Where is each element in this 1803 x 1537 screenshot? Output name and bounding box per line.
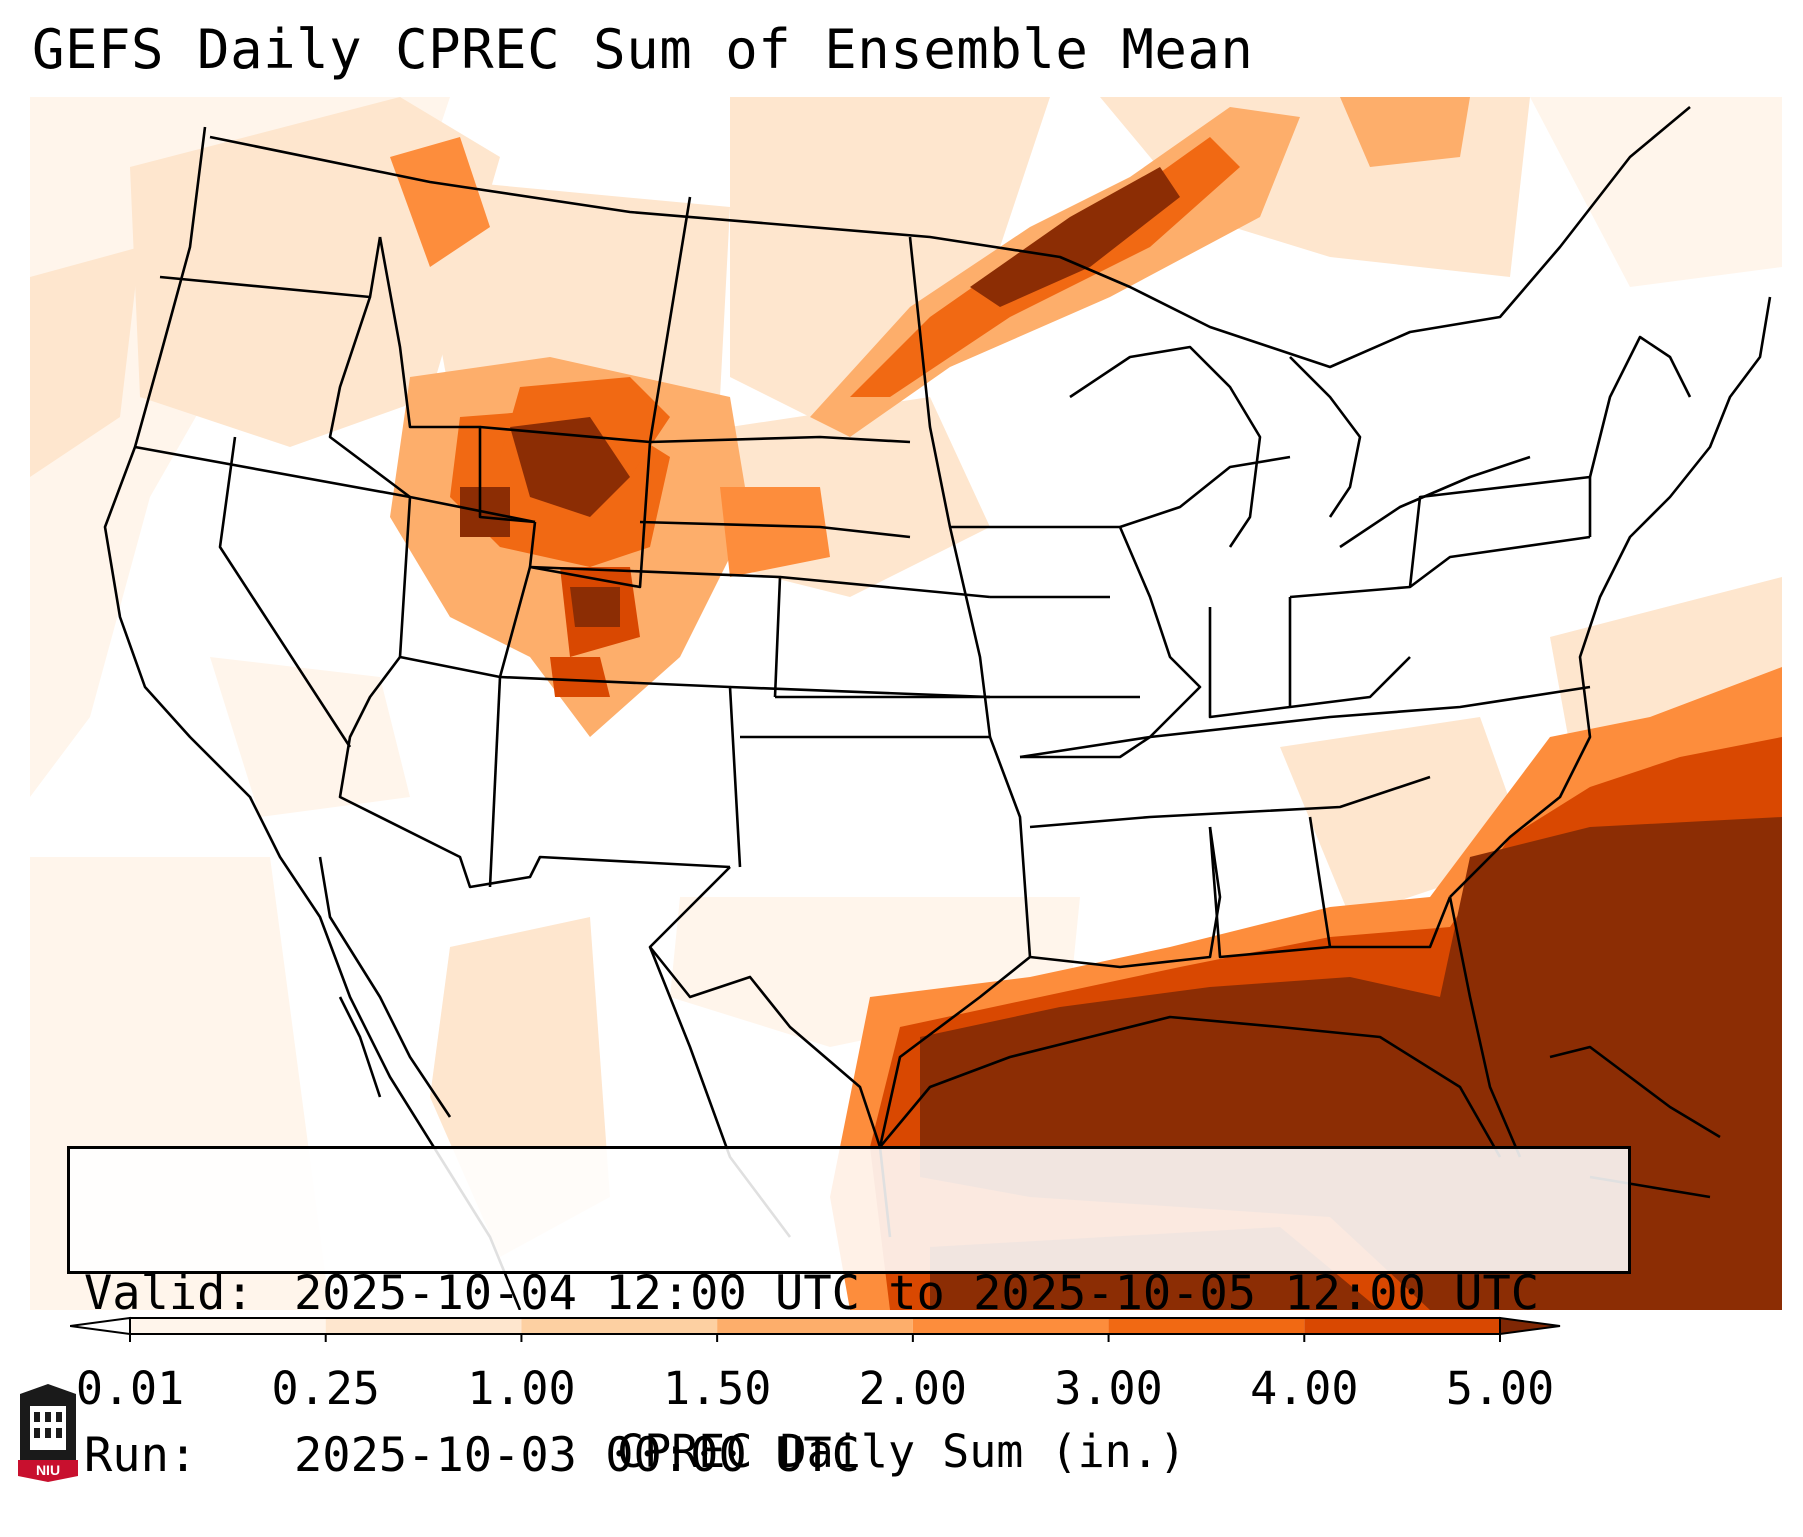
run-value: 2025-10-03 00:00 UTC (294, 1428, 860, 1483)
colorbar-segment (1108, 1318, 1305, 1334)
colorbar-outline (129, 1317, 1501, 1335)
colorbar-tick-label: 0.25 (271, 1362, 380, 1415)
colorbar-tick-label: 5.00 (1445, 1362, 1555, 1415)
colorbar-segment (1304, 1318, 1500, 1334)
colorbar-segment (912, 1318, 1109, 1334)
political-boundaries (103, 106, 1772, 1310)
run-info-box: Valid: 2025-10-04 12:00 UTC to 2025-10-05… (67, 1146, 1631, 1483)
colorbar-tick-label: 4.00 (1250, 1362, 1359, 1415)
colorbar-tick-label: 1.50 (662, 1362, 772, 1415)
niu-logo: NIU (18, 1384, 78, 1482)
colorbar-tick-label: 2.00 (858, 1362, 968, 1415)
colorbar-segment (130, 1318, 326, 1334)
colorbar-label: CPREC Daily Sum (in.) (617, 1425, 1186, 1478)
colorbar-segment (521, 1318, 718, 1334)
svg-text:NIU: NIU (36, 1462, 60, 1478)
valid-label: Valid: (84, 1266, 254, 1321)
colorbar-under-arrow (69, 1316, 131, 1336)
colorbar (69, 1310, 1740, 1470)
map-title: GEFS Daily CPREC Sum of Ensemble Mean (32, 18, 1254, 81)
run-label: Run: (84, 1428, 198, 1483)
colorbar-segment (717, 1318, 913, 1334)
colorbar-over-arrow (1499, 1316, 1561, 1336)
precipitation-map (30, 97, 1782, 1310)
valid-value: 2025-10-04 12:00 UTC to 2025-10-05 12:00… (294, 1266, 1540, 1321)
colorbar-tick-label: 3.00 (1054, 1362, 1163, 1415)
colorbar-segment (325, 1318, 522, 1334)
colorbar-tick-label: 1.00 (467, 1362, 576, 1415)
colorbar-tick-label: 0.01 (75, 1362, 185, 1415)
